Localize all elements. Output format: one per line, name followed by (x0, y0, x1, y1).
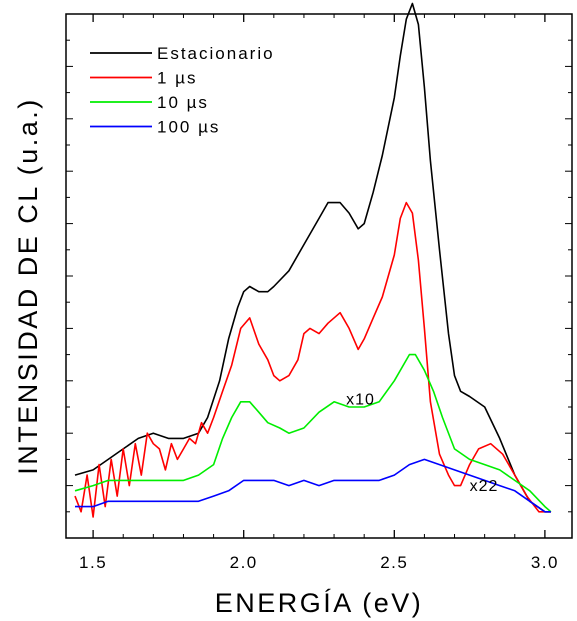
y-axis-ticks (66, 13, 572, 539)
x-axis-title: ENERGÍA (eV) (215, 588, 424, 618)
legend-label: 10 µs (157, 93, 209, 112)
x-tick-label: 2.5 (380, 553, 408, 572)
y-axis-title: INTENSIDAD DE CL (u.a.) (13, 97, 43, 475)
legend-label: 100 µs (157, 118, 220, 137)
series-line-3 (74, 353, 552, 513)
annotation-label: x10 (346, 391, 375, 408)
x-tick-label: 1.5 (79, 553, 107, 572)
series-line-1 (74, 2, 551, 513)
annotation-label: x22 (470, 478, 499, 495)
x-tick-label: 2.0 (230, 553, 258, 572)
annotations: x10 x22 (346, 391, 499, 495)
series-line-4 (75, 458, 551, 513)
plot-frame (65, 13, 573, 539)
x-tick-label: 3.0 (531, 553, 559, 572)
series-group (74, 2, 552, 518)
plot-area: 1.5 2.0 2.5 3.0 x10 x22 (65, 2, 573, 572)
series-line-2 (74, 201, 551, 518)
legend: Estacionario 1 µs 10 µs 100 µs (90, 44, 275, 137)
legend-label: Estacionario (157, 44, 275, 63)
x-axis-ticks: 1.5 2.0 2.5 3.0 (79, 14, 559, 572)
legend-label: 1 µs (157, 69, 197, 88)
